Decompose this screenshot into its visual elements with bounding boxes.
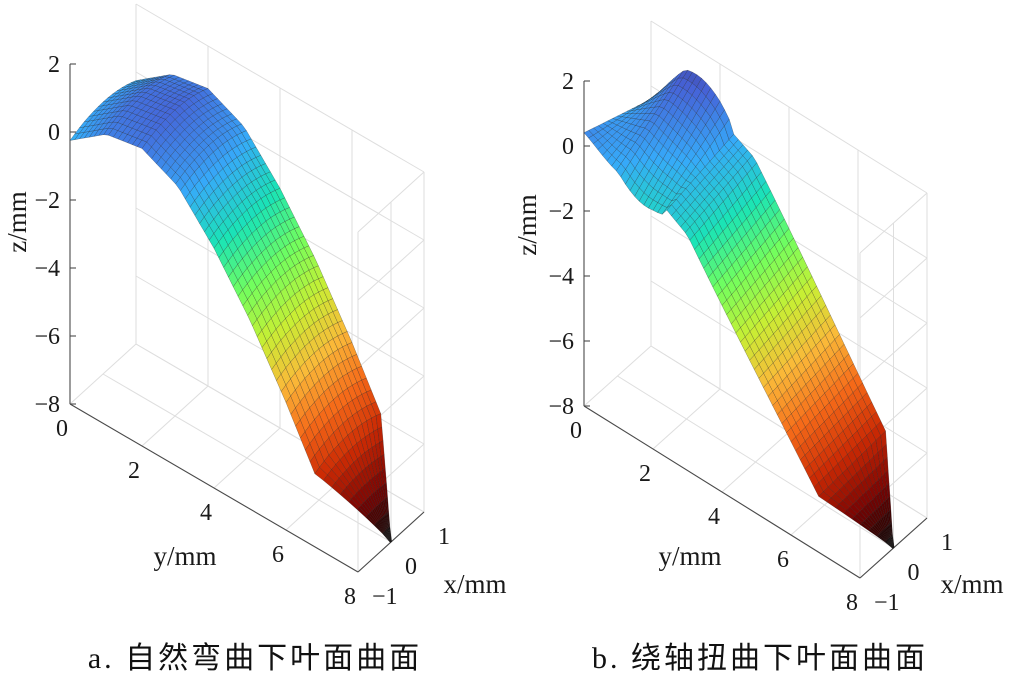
z-tick-label: −8 xyxy=(34,392,60,418)
y-tick-label: 4 xyxy=(708,504,720,530)
chart-a-ylabel: y/mm xyxy=(153,541,216,571)
chart-b-surface xyxy=(583,69,895,549)
x-tick-label: 1 xyxy=(941,530,953,556)
z-tick-label: −8 xyxy=(548,394,574,420)
x-tick-label: 1 xyxy=(438,524,450,550)
y-tick-label: 8 xyxy=(846,590,858,616)
z-tick-label: −4 xyxy=(548,264,574,290)
chart-a-xlabel: x/mm xyxy=(443,569,506,599)
chart-b-xlabel: x/mm xyxy=(940,569,1003,599)
grid-line xyxy=(617,375,894,549)
surface-patch xyxy=(389,526,392,542)
z-tick-label: −6 xyxy=(34,324,60,350)
z-tick-label: −2 xyxy=(34,188,60,214)
x-tick-label: −1 xyxy=(372,584,398,610)
y-axis-line xyxy=(69,403,359,573)
chart-a-zlabel: z/mm xyxy=(2,191,32,253)
z-tick-label: −4 xyxy=(34,256,60,282)
z-tick-label: −6 xyxy=(548,329,574,355)
chart-a-caption: a. 自然弯曲下叶面曲面 xyxy=(88,642,422,675)
y-tick-label: 4 xyxy=(200,500,212,526)
y-tick-label: 0 xyxy=(56,416,68,442)
z-tick-label: 0 xyxy=(48,120,60,146)
z-tick-label: 2 xyxy=(48,52,60,78)
chart-b-zlabel: z/mm xyxy=(512,194,542,256)
x-tick-label: 0 xyxy=(908,560,920,586)
x-tick-label: 0 xyxy=(405,554,417,580)
chart-a-surface xyxy=(69,74,392,543)
z-tick-label: 0 xyxy=(562,134,574,160)
y-tick-label: 2 xyxy=(639,461,651,487)
y-tick-label: 6 xyxy=(272,542,284,568)
x-tick-label: −1 xyxy=(874,590,900,616)
y-tick-label: 2 xyxy=(128,458,140,484)
grid-line xyxy=(102,373,392,543)
y-tick-label: 8 xyxy=(344,584,356,610)
y-tick-label: 0 xyxy=(570,418,582,444)
y-axis-line xyxy=(583,405,861,579)
z-tick-label: 2 xyxy=(562,69,574,95)
chart-b-ylabel: y/mm xyxy=(658,541,721,571)
z-tick-label: −2 xyxy=(548,199,574,225)
chart-b-caption: b. 绕轴扭曲下叶面曲面 xyxy=(592,642,928,675)
surface-patch xyxy=(891,534,895,548)
y-tick-label: 6 xyxy=(777,547,789,573)
